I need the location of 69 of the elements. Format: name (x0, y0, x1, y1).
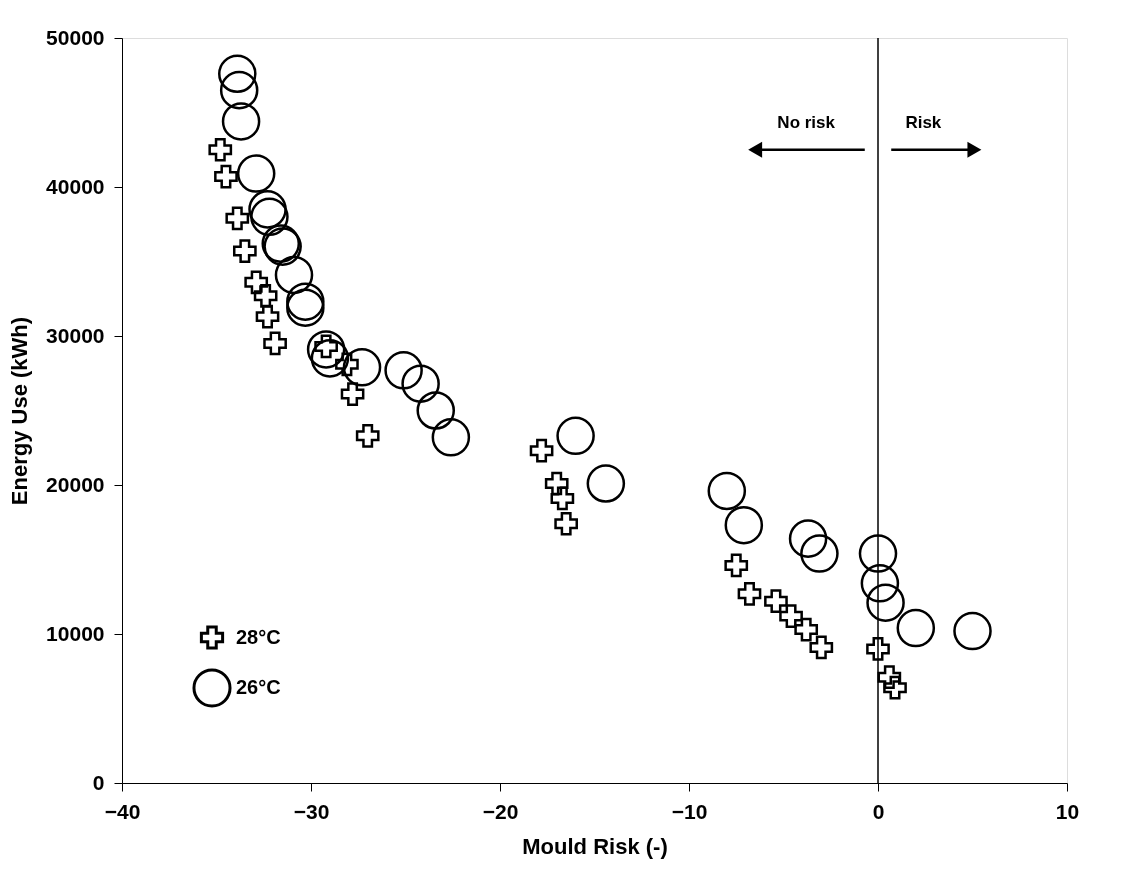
point (218, 54, 257, 93)
point (707, 471, 747, 511)
y-tick-label: 10000 (46, 621, 105, 645)
point (244, 270, 269, 295)
x-tick-label: −40 (104, 799, 141, 823)
point (250, 197, 289, 237)
annotation: No risk (777, 112, 836, 132)
point (263, 331, 287, 356)
point (764, 589, 788, 614)
point (416, 391, 456, 430)
point (232, 239, 257, 263)
point (214, 164, 238, 189)
x-tick-label: −30 (293, 799, 330, 823)
point (225, 206, 250, 231)
point (556, 416, 595, 456)
point (335, 352, 359, 377)
point (550, 486, 575, 511)
point (877, 665, 902, 690)
x-tick-label: 0 (872, 799, 885, 823)
point (253, 283, 278, 308)
point (860, 564, 900, 603)
point (208, 137, 233, 162)
point (274, 255, 314, 295)
point (306, 330, 346, 369)
y-tick-label: 20000 (46, 472, 105, 496)
point (544, 471, 569, 496)
annotation: Risk (905, 112, 942, 132)
point (431, 418, 471, 457)
point (401, 364, 440, 403)
point (384, 351, 423, 390)
point (896, 608, 936, 648)
point (221, 102, 261, 141)
point (858, 534, 898, 573)
point (340, 382, 365, 406)
legend-label: 28°C (236, 625, 281, 648)
point (342, 348, 382, 387)
point (953, 611, 992, 651)
point (724, 505, 764, 545)
point (286, 288, 325, 327)
y-tick-label: 50000 (46, 25, 105, 49)
point (586, 464, 626, 503)
x-tick-label: −10 (671, 799, 708, 823)
point (248, 190, 287, 229)
x-axis-title: Mould Risk (-) (522, 833, 668, 859)
point (529, 438, 554, 463)
legend-label: 26°C (236, 676, 281, 698)
point (794, 617, 819, 642)
point (800, 534, 839, 573)
point (737, 581, 762, 606)
point (724, 553, 749, 578)
point (255, 304, 280, 329)
y-tick-label: 40000 (46, 174, 105, 198)
point (554, 511, 579, 536)
point (866, 637, 890, 661)
point (809, 635, 834, 660)
point (883, 675, 907, 700)
point (286, 282, 325, 321)
point (866, 583, 905, 622)
point (219, 70, 259, 110)
x-tick-label: 10 (1055, 799, 1080, 823)
point (310, 339, 350, 378)
point (779, 604, 803, 628)
y-tick-label: 0 (92, 770, 105, 794)
point (355, 423, 380, 448)
y-axis-title: Energy Use (kWh) (7, 316, 33, 506)
point (236, 154, 276, 193)
x-tick-label: −20 (482, 799, 519, 823)
y-tick-label: 30000 (46, 323, 105, 347)
point (788, 519, 828, 558)
